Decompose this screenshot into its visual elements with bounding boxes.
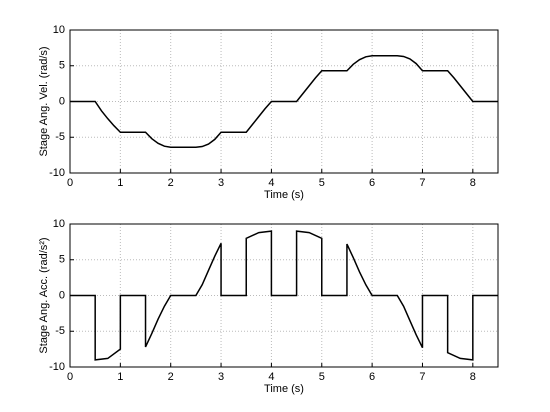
x-tick-label: 5 <box>319 177 325 189</box>
axes-box <box>69 29 499 174</box>
y-tick-label: -10 <box>49 361 65 373</box>
x-tick-label: 4 <box>268 371 274 383</box>
y-tick-label: 5 <box>59 254 65 266</box>
x-tick-label: 6 <box>369 371 375 383</box>
x-tick-label: 1 <box>117 177 123 189</box>
y-tick-label: -5 <box>55 131 65 143</box>
x-axis-label: Time (s) <box>264 383 304 395</box>
x-tick-label: 7 <box>419 177 425 189</box>
data-line <box>70 230 498 361</box>
y-tick-label: -10 <box>49 167 65 179</box>
x-tick-label: 5 <box>319 371 325 383</box>
y-tick-label: 10 <box>53 24 65 36</box>
y-tick-label: 10 <box>53 218 65 230</box>
y-axis-label: Stage Ang. Acc. (rad/s²) <box>38 237 50 353</box>
x-axis-label: Time (s) <box>264 189 304 201</box>
x-tick-label: 4 <box>268 177 274 189</box>
x-tick-label: 3 <box>218 177 224 189</box>
x-tick-label: 0 <box>67 177 73 189</box>
y-tick-label: -5 <box>55 325 65 337</box>
y-axis-label: Stage Ang. Vel. (rad/s) <box>38 46 50 156</box>
y-tick-label: 0 <box>59 95 65 107</box>
x-tick-label: 1 <box>117 371 123 383</box>
y-tick-label: 0 <box>59 289 65 301</box>
x-tick-label: 7 <box>419 371 425 383</box>
axes-box <box>69 223 499 368</box>
x-tick-label: 0 <box>67 371 73 383</box>
y-tick-label: 5 <box>59 60 65 72</box>
data-line <box>70 54 498 149</box>
x-tick-label: 6 <box>369 177 375 189</box>
x-tick-label: 2 <box>168 177 174 189</box>
x-tick-label: 8 <box>470 371 476 383</box>
x-tick-label: 3 <box>218 371 224 383</box>
x-tick-label: 2 <box>168 371 174 383</box>
x-tick-label: 8 <box>470 177 476 189</box>
